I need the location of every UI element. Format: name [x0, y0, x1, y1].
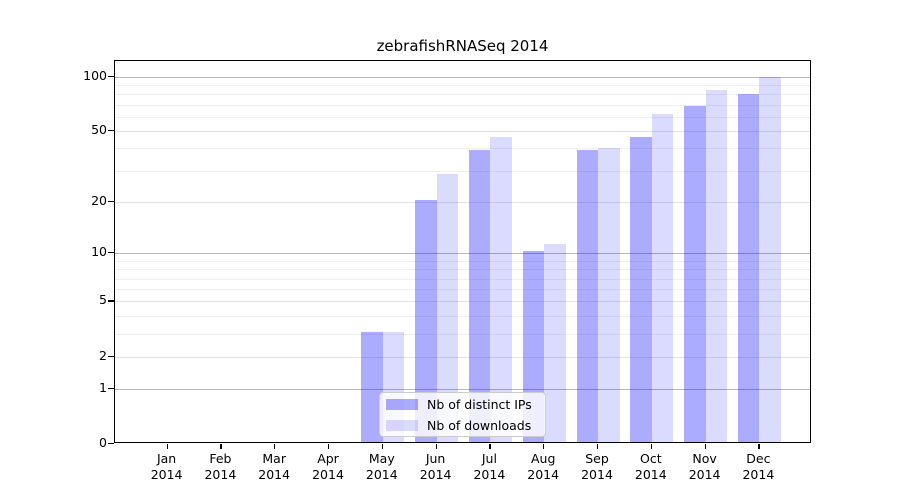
legend-label-downloads: Nb of downloads	[427, 417, 532, 433]
legend-swatch-distinct-ips-icon	[386, 398, 418, 410]
bar-downloads-dec	[759, 77, 781, 442]
x-tick-mark	[489, 444, 491, 449]
legend: Nb of distinct IPs Nb of downloads	[379, 392, 546, 437]
bar-distinct-ips-jun	[415, 199, 437, 442]
x-tick-mark	[543, 444, 545, 449]
bar-distinct-ips-may	[361, 331, 383, 442]
y-tick-label: 5	[99, 292, 107, 308]
gridline-minor	[115, 94, 810, 96]
bar-downloads-jun	[436, 174, 459, 442]
x-tick-label-aug: Aug 2014	[527, 451, 560, 482]
x-axis: Jan 2014 Feb 2014 Mar 2014 Apr 2014 May 2014…	[114, 443, 811, 498]
gridline-minor	[115, 289, 810, 291]
y-tick-label: 10	[91, 243, 107, 259]
bar-distinct-ips-jul	[468, 150, 491, 442]
gridline-decade	[115, 388, 810, 390]
x-tick-label-sep: Sep 2014	[581, 451, 613, 482]
legend-item-distinct-ips: Nb of distinct IPs	[386, 394, 545, 415]
gridline-decade	[115, 76, 810, 78]
gridline-major	[115, 131, 810, 133]
x-tick-label-apr: Apr 2014	[312, 451, 344, 482]
plot-area: Nb of distinct IPs Nb of downloads	[114, 60, 811, 443]
bar-downloads-sep	[598, 148, 620, 442]
bar-downloads-nov	[705, 90, 728, 442]
y-tick-mark	[108, 130, 114, 132]
x-tick-label-jan: Jan 2014	[150, 451, 183, 482]
gridline-minor	[115, 278, 810, 280]
y-tick-mark	[108, 355, 114, 357]
y-tick-mark	[108, 252, 114, 254]
gridline-minor	[115, 170, 810, 172]
x-tick-mark	[274, 444, 276, 449]
bar-downloads-aug	[544, 244, 566, 442]
x-tick-label-mar: Mar 2014	[258, 451, 291, 482]
x-tick-label-jul: Jul 2014	[473, 451, 506, 482]
x-tick-label-feb: Feb 2014	[204, 451, 237, 482]
x-tick-label-nov: Nov 2014	[688, 451, 721, 482]
x-tick-label-jun: Jun 2014	[419, 451, 452, 482]
gridline-decade	[115, 253, 810, 255]
y-tick-label: 50	[91, 121, 107, 137]
x-tick-label-may: May 2014	[365, 451, 398, 482]
bar-downloads-jul	[490, 137, 512, 442]
x-tick-label-oct: Oct 2014	[634, 451, 667, 482]
gridline-minor	[115, 85, 810, 86]
gridline-major	[115, 356, 810, 358]
y-tick-label: 1	[99, 379, 107, 395]
bar-distinct-ips-dec	[737, 94, 760, 442]
y-tick-mark	[108, 387, 114, 390]
y-tick-mark	[108, 75, 114, 77]
y-tick-mark	[108, 300, 114, 302]
gridline-minor	[115, 148, 810, 150]
y-tick-label: 2	[99, 347, 107, 363]
gridline-minor	[115, 315, 810, 317]
x-tick-mark	[435, 444, 437, 449]
y-tick-mark	[108, 443, 114, 445]
legend-item-downloads: Nb of downloads	[386, 415, 545, 436]
x-tick-mark	[381, 444, 384, 449]
y-tick-mark	[108, 200, 114, 202]
gridline-minor	[115, 116, 810, 118]
x-tick-label-dec: Dec 2014	[742, 451, 775, 482]
gridline-minor	[115, 104, 810, 106]
x-tick-mark	[220, 444, 222, 449]
y-axis: 0 1 2 5 10 20 50 100	[0, 60, 107, 448]
y-tick-label: 20	[91, 192, 107, 208]
bar-downloads-oct	[651, 113, 674, 442]
x-tick-mark	[166, 444, 168, 449]
chart-title: zebrafishRNASeq 2014	[376, 37, 549, 55]
gridline-minor	[115, 333, 810, 335]
x-tick-mark	[597, 444, 599, 449]
x-tick-mark	[758, 444, 760, 449]
bar-distinct-ips-nov	[684, 106, 706, 442]
gridline-minor	[115, 260, 810, 262]
x-tick-mark	[328, 444, 330, 449]
legend-swatch-downloads-icon	[386, 419, 418, 431]
bar-distinct-ips-sep	[576, 150, 598, 442]
gridline-minor	[115, 269, 810, 271]
x-tick-mark	[704, 444, 706, 449]
bar-distinct-ips-oct	[630, 137, 652, 442]
gridline-major	[115, 301, 810, 303]
y-tick-label: 0	[99, 434, 107, 450]
y-tick-label: 100	[83, 67, 107, 83]
gridline-major	[115, 201, 810, 203]
legend-label-distinct-ips: Nb of distinct IPs	[427, 396, 532, 412]
x-tick-mark	[650, 444, 653, 449]
